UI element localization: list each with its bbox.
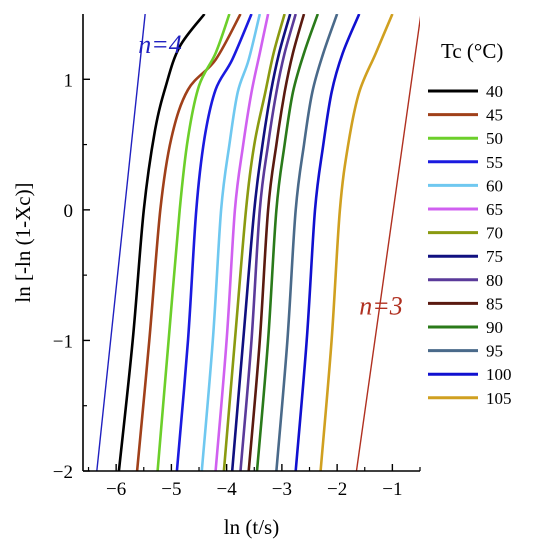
x-tick-label: −3: [272, 479, 292, 500]
reference-line-2: [355, 15, 420, 471]
legend-label-45: 45: [486, 106, 503, 125]
annotation-2: n=3: [359, 291, 403, 320]
series-line-40: [117, 14, 206, 471]
legend-label-55: 55: [486, 153, 503, 172]
series-line-75: [230, 14, 292, 471]
legend-label-40: 40: [486, 82, 503, 101]
series-line-100: [294, 14, 361, 471]
legend-label-105: 105: [486, 389, 512, 408]
series-line-45: [135, 14, 242, 471]
legend-label-65: 65: [486, 200, 503, 219]
annotation-1: n=4: [138, 30, 182, 59]
legend-label-85: 85: [486, 294, 503, 313]
x-tick-label: −2: [327, 479, 347, 500]
axes: −6 −5 −4 −3 −2 −1 −2 −1 0 1: [53, 14, 421, 500]
y-tick-label: 0: [64, 201, 74, 222]
legend-label-50: 50: [486, 129, 503, 148]
legend-label-95: 95: [486, 342, 503, 361]
y-tick-label: −1: [53, 331, 73, 352]
plot-area: n=4 n=3: [96, 14, 420, 471]
x-tick-label: −1: [382, 479, 402, 500]
series-line-105: [319, 14, 394, 471]
legend-title: Tc (°C): [441, 39, 503, 63]
x-axis-title: ln (t/s): [224, 515, 279, 539]
series-line-85: [247, 14, 306, 471]
legend-label-75: 75: [486, 247, 503, 266]
legend: Tc (°C) 40 45 50 55 60 65 70 75 80 85 90 95 100 105: [428, 39, 512, 408]
series-line-80: [239, 14, 297, 471]
x-tick-label: −6: [106, 479, 126, 500]
legend-label-100: 100: [486, 365, 512, 384]
series-line-90: [255, 14, 320, 471]
series-line-70: [222, 14, 286, 471]
x-tick-label: −5: [161, 479, 181, 500]
series-line-60: [200, 14, 262, 471]
y-tick-label: 1: [64, 70, 74, 91]
legend-label-60: 60: [486, 176, 503, 195]
x-tick-label: −4: [217, 479, 238, 500]
series-line-55: [175, 14, 253, 471]
y-tick-label: −2: [53, 462, 73, 483]
y-axis-title: ln [-ln (1-Xc)]: [11, 182, 35, 302]
series-line-50: [156, 14, 231, 471]
legend-label-70: 70: [486, 224, 503, 243]
reference-line-1: [96, 14, 146, 471]
series-line-65: [214, 14, 270, 471]
legend-label-80: 80: [486, 271, 503, 290]
series-line-95: [275, 14, 339, 471]
legend-label-90: 90: [486, 318, 503, 337]
